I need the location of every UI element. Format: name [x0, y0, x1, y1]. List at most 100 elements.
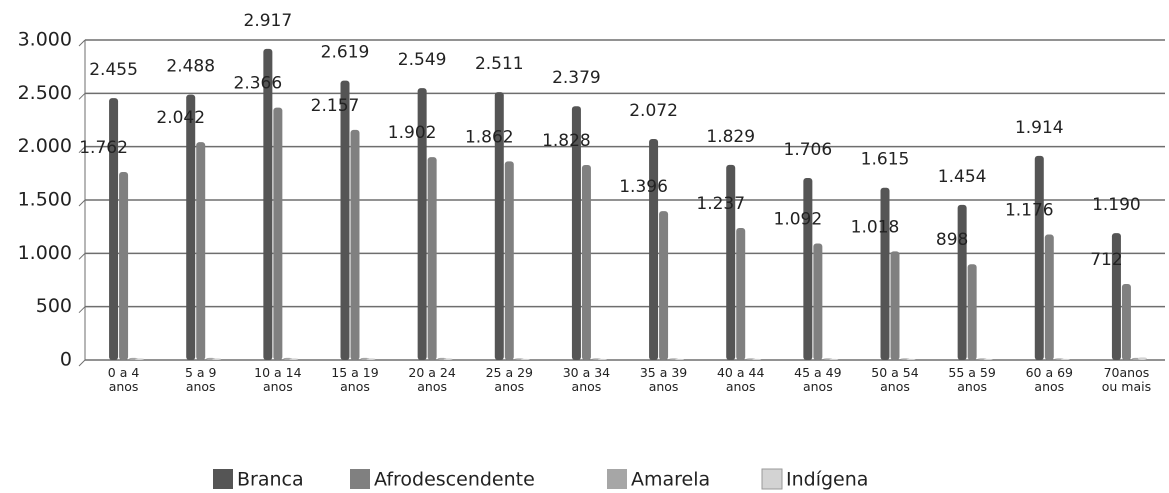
bar [494, 92, 504, 360]
bar [1034, 155, 1044, 360]
value-label: 1.454 [938, 167, 987, 187]
bar [135, 358, 145, 360]
bar [109, 98, 119, 360]
x-tick-label: 40 a 44 anos [716, 365, 765, 394]
bar [443, 358, 453, 360]
legend-swatch [213, 469, 233, 489]
value-label: 2.042 [156, 108, 205, 128]
x-tick-label: 25 a 29 anos [485, 365, 533, 394]
grid-line-3d [78, 252, 86, 260]
value-label: 1.190 [1092, 195, 1141, 215]
x-tick-label: 70anos ou mais [1101, 365, 1152, 394]
x-tick-label: 45 a 49 anos [794, 365, 842, 394]
value-label: 1.092 [774, 210, 823, 230]
bar [829, 358, 839, 360]
bar [1044, 234, 1054, 360]
bar [675, 358, 685, 360]
bar [906, 358, 916, 360]
legend-swatch [350, 469, 370, 489]
bar [813, 243, 823, 360]
value-label: 2.455 [89, 60, 138, 80]
bar [659, 211, 669, 360]
bar [186, 94, 196, 360]
bar [504, 161, 514, 360]
bar [417, 88, 427, 361]
bar [1060, 358, 1070, 360]
grid-line-3d [78, 92, 86, 100]
y-tick-label: 1.500 [18, 189, 72, 211]
x-tick-label: 35 a 39 anos [639, 365, 688, 394]
x-tick-label: 5 a 9 anos [184, 365, 217, 394]
bar [967, 264, 977, 360]
y-tick-label: 3.000 [18, 29, 72, 51]
bar [289, 358, 299, 360]
bar [520, 358, 530, 360]
bar [597, 358, 607, 360]
x-tick-label: 20 a 24 anos [408, 365, 456, 394]
bar [890, 251, 900, 360]
value-label: 2.917 [244, 11, 293, 31]
bar [196, 142, 206, 360]
bar [366, 358, 376, 360]
legend-label: Afrodescendente [374, 469, 535, 491]
grid-line-3d [78, 306, 86, 314]
value-label: 1.902 [388, 123, 437, 143]
bar [263, 48, 273, 360]
bar [803, 178, 813, 360]
value-label: 2.072 [629, 101, 678, 121]
y-tick-label: 0 [60, 349, 72, 371]
x-tick-label: 50 a 54 anos [871, 365, 919, 394]
legend-label: Amarela [631, 469, 710, 491]
bar [957, 204, 967, 360]
value-label: 1.862 [465, 127, 514, 147]
bar [736, 228, 746, 360]
y-tick-label: 2.000 [18, 135, 72, 157]
value-label: 2.511 [475, 54, 524, 74]
value-label: 2.366 [234, 74, 283, 94]
bar [880, 187, 890, 360]
y-tick-label: 500 [36, 295, 72, 317]
x-tick-label: 60 a 69 anos [1025, 365, 1073, 394]
value-label: 1.615 [861, 150, 910, 170]
y-tick-label: 1.000 [18, 242, 72, 264]
value-label: 1.706 [784, 140, 833, 160]
value-label: 2.379 [552, 68, 601, 88]
value-label: 712 [1090, 250, 1122, 270]
value-label: 1.828 [542, 131, 591, 151]
bar [1121, 284, 1131, 360]
value-label: 2.488 [166, 57, 215, 77]
value-label: 2.619 [321, 43, 370, 63]
grid-line-3d [78, 359, 86, 367]
value-label: 1.914 [1015, 118, 1064, 138]
legend-swatch [607, 469, 627, 489]
bar [340, 80, 350, 360]
bar [983, 358, 993, 360]
legend-label: Branca [237, 469, 304, 491]
value-label: 2.157 [311, 96, 360, 116]
grid-line-3d [78, 146, 86, 154]
value-label: 1.829 [706, 127, 755, 147]
bar [273, 107, 283, 360]
grid-line-3d [78, 39, 86, 47]
x-tick-label: 10 a 14 anos [254, 365, 302, 394]
bar [1111, 233, 1121, 360]
bar [649, 138, 659, 360]
grid-line-3d [78, 199, 86, 207]
bar [427, 157, 437, 360]
legend-label: Indígena [786, 469, 868, 491]
bar [1137, 357, 1147, 360]
bar [581, 165, 591, 360]
y-tick-label: 2.500 [18, 82, 72, 104]
x-tick-label: 0 a 4 anos [107, 365, 140, 394]
value-label: 1.018 [851, 217, 900, 237]
bar [212, 358, 222, 360]
value-label: 1.176 [1005, 201, 1054, 221]
bar [571, 106, 581, 361]
x-tick-label: 55 a 59 anos [948, 365, 996, 394]
bar [726, 164, 736, 360]
value-label: 1.237 [696, 194, 745, 214]
value-label: 898 [936, 230, 968, 250]
x-tick-label: 30 a 34 anos [562, 365, 611, 394]
